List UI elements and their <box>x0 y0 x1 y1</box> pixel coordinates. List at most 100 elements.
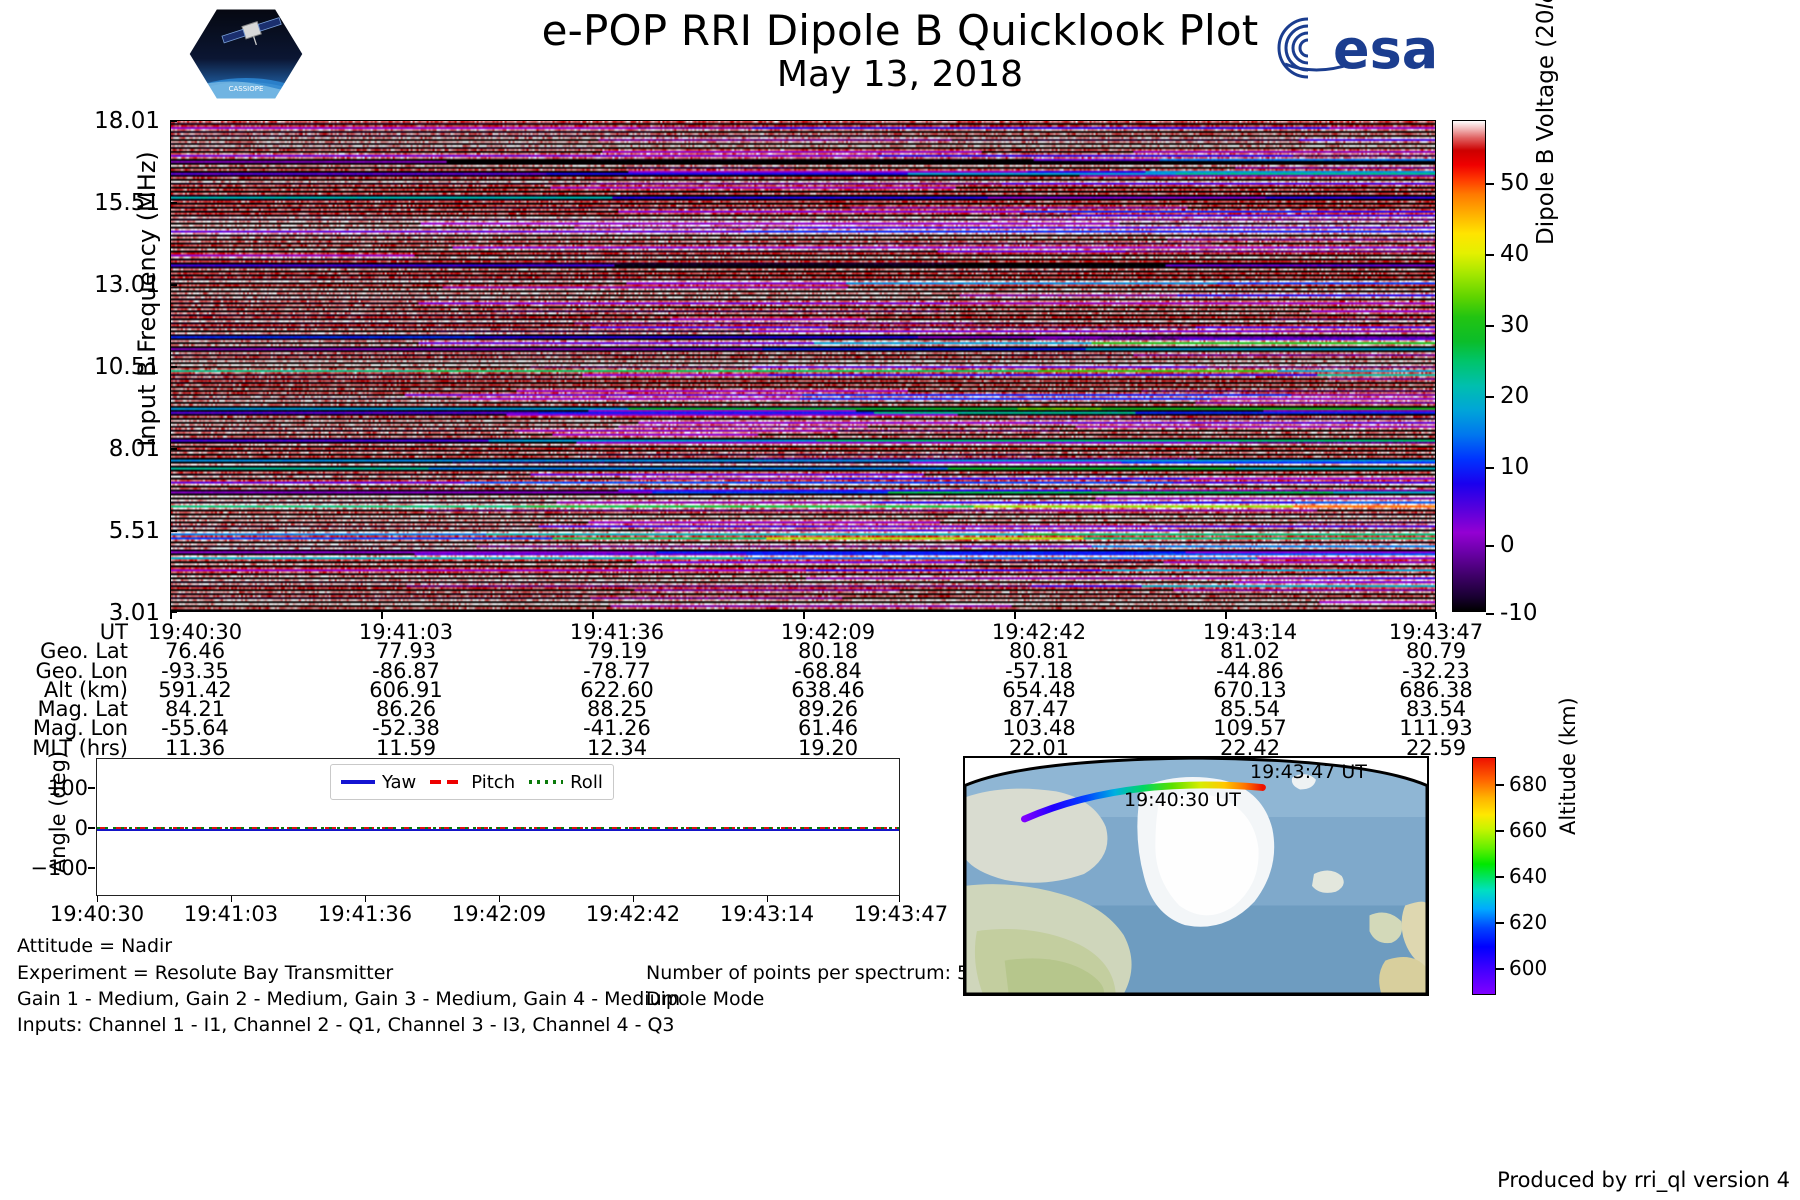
altitude-cbar-tick <box>1496 830 1504 832</box>
spec-xtick-mark <box>1225 612 1227 619</box>
ephemeris-cell: 19:41:36 <box>569 620 665 644</box>
ephemeris-cell: 12.34 <box>586 735 648 760</box>
spec-ytick-label: 10.51 <box>94 354 160 380</box>
cbar-tick-label: 40 <box>1500 241 1530 267</box>
attitude-xtick-label: 19:43:47 <box>853 902 949 926</box>
ephemeris-row: Geo. Lat 76.46 77.93 79.19 80.18 80.81 81.02 80… <box>0 639 1800 663</box>
attitude-ytick-label: −100 <box>30 856 88 880</box>
cbar-tick <box>1486 396 1494 398</box>
ephemeris-row: Mag. Lat 84.21 86.26 88.25 89.26 87.47 85.54 83… <box>0 697 1800 721</box>
ephemeris-cell: -41.26 <box>583 716 651 741</box>
altitude-colorbar-title: Altitude (km) <box>1556 697 1580 835</box>
attitude-legend: Yaw Pitch Roll <box>330 764 614 800</box>
spec-ytick-label: 15.51 <box>94 190 160 216</box>
map-start-time-label: 19:40:30 UT <box>1124 789 1241 811</box>
attitude-xtick-mark <box>97 896 99 902</box>
ephemeris-table: UT 19:40:30 19:41:03 19:41:36 19:42:09 19:42:… <box>0 620 1800 760</box>
ephemeris-cell: 111.93 <box>1399 716 1473 741</box>
attitude-xtick-label: 19:41:03 <box>183 902 279 926</box>
spec-ytick-mark <box>170 202 177 204</box>
attitude-xtick-label: 19:41:36 <box>317 902 413 926</box>
roll-series-line <box>97 827 899 830</box>
ephemeris-cell: 88.25 <box>586 697 648 722</box>
legend-item-roll: Roll <box>529 772 603 793</box>
ephemeris-cell: -52.38 <box>372 716 440 741</box>
ephemeris-cell: 19:40:30 <box>147 620 243 644</box>
spectrogram-plot <box>170 120 1436 612</box>
roll-legend-swatch <box>529 780 564 784</box>
spec-ytick-label: 5.51 <box>108 518 160 544</box>
ephemeris-cell: 22.59 <box>1405 735 1467 760</box>
ephemeris-row-label: Mag. Lat <box>37 697 128 722</box>
page-title: e-POP RRI Dipole B Quicklook Plot <box>541 6 1259 55</box>
ephemeris-cell: 11.59 <box>375 735 437 760</box>
attitude-xtick-mark <box>899 896 901 902</box>
ephemeris-row-label: Alt (km) <box>43 677 128 702</box>
attitude-ylabel: Angle (deg) <box>46 750 70 874</box>
ephemeris-cell: 84.21 <box>164 697 226 722</box>
ephemeris-cell: 79.19 <box>586 639 648 664</box>
altitude-cbar-label: 600 <box>1509 956 1548 980</box>
altitude-cbar-label: 620 <box>1509 910 1548 934</box>
altitude-cbar-label: 640 <box>1509 864 1548 888</box>
cbar-tick <box>1486 467 1494 469</box>
ephemeris-cell: -44.86 <box>1216 658 1284 683</box>
attitude-xtick-label: 19:40:30 <box>49 902 145 926</box>
ephemeris-row-label: Mag. Lon <box>32 716 128 741</box>
esa-logo-icon: esa <box>1275 12 1480 84</box>
ephemeris-cell: 85.54 <box>1219 697 1281 722</box>
inputs-info: Inputs: Channel 1 - I1, Channel 2 - Q1, … <box>17 1014 675 1036</box>
ephemeris-cell: 61.46 <box>797 716 859 741</box>
spec-ytick-label: 3.01 <box>108 600 160 626</box>
svg-text:CASSIOPE: CASSIOPE <box>229 85 264 93</box>
ephemeris-row: Alt (km) 591.42 606.91 622.60 638.46 654.48 67… <box>0 678 1800 702</box>
voltage-colorbar-label: Dipole B Voltage (20log(μVAs)) <box>1533 0 1559 245</box>
ephemeris-cell: 670.13 <box>1213 677 1287 702</box>
map-end-time-label: 19:43:47 UT <box>1250 761 1367 783</box>
cbar-tick-label: 50 <box>1500 170 1530 196</box>
ephemeris-cell: -86.87 <box>372 658 440 683</box>
points-per-spectrum-info: Number of points per spectrum: 5208 <box>646 962 1006 984</box>
spec-ytick-mark <box>170 366 177 368</box>
altitude-cbar-tick <box>1496 784 1504 786</box>
pitch-legend-swatch <box>430 780 465 784</box>
ephemeris-row-label: Geo. Lon <box>35 658 128 683</box>
ephemeris-cell: -78.77 <box>583 658 651 683</box>
attitude-ytick-mark <box>88 827 95 829</box>
cassiope-logo-icon: CASSIOPE <box>186 6 306 102</box>
altitude-colorbar <box>1472 757 1496 995</box>
yaw-series-line <box>97 828 899 831</box>
page-subtitle: May 13, 2018 <box>776 54 1024 95</box>
attitude-xtick-label: 19:43:14 <box>719 902 815 926</box>
svg-text:esa: esa <box>1333 18 1438 81</box>
ephemeris-cell: 83.54 <box>1405 697 1467 722</box>
voltage-colorbar-gradient <box>1452 120 1486 612</box>
spec-ytick-mark <box>170 284 177 286</box>
legend-label-pitch: Pitch <box>471 771 516 793</box>
ephemeris-cell: 80.81 <box>1008 639 1070 664</box>
spec-xtick-mark <box>381 612 383 619</box>
altitude-cbar-tick <box>1496 876 1504 878</box>
ground-track-map <box>963 756 1429 996</box>
ephemeris-cell: 19:43:14 <box>1202 620 1298 644</box>
ephemeris-cell: 77.93 <box>375 639 437 664</box>
spec-ytick-mark <box>170 530 177 532</box>
altitude-cbar-tick <box>1496 968 1504 970</box>
ephemeris-cell: 591.42 <box>158 677 232 702</box>
ephemeris-cell: 89.26 <box>797 697 859 722</box>
produced-by-info: Produced by rri_ql version 4 <box>1497 1168 1790 1192</box>
ephemeris-cell: 19.20 <box>797 735 859 760</box>
ephemeris-cell: 76.46 <box>164 639 226 664</box>
cbar-tick <box>1486 254 1494 256</box>
cbar-tick-label: -10 <box>1500 600 1538 626</box>
ephemeris-cell: 22.01 <box>1008 735 1070 760</box>
ephemeris-cell: 81.02 <box>1219 639 1281 664</box>
cbar-tick <box>1486 613 1494 615</box>
ephemeris-cell: 638.46 <box>791 677 865 702</box>
ephemeris-row-label: MLT (hrs) <box>32 735 128 760</box>
ephemeris-row: UT 19:40:30 19:41:03 19:41:36 19:42:09 19:42:… <box>0 620 1800 644</box>
ephemeris-cell: -93.35 <box>161 658 229 683</box>
attitude-xtick-mark <box>365 896 367 902</box>
ephemeris-cell: 87.47 <box>1008 697 1070 722</box>
ephemeris-cell: 80.79 <box>1405 639 1467 664</box>
